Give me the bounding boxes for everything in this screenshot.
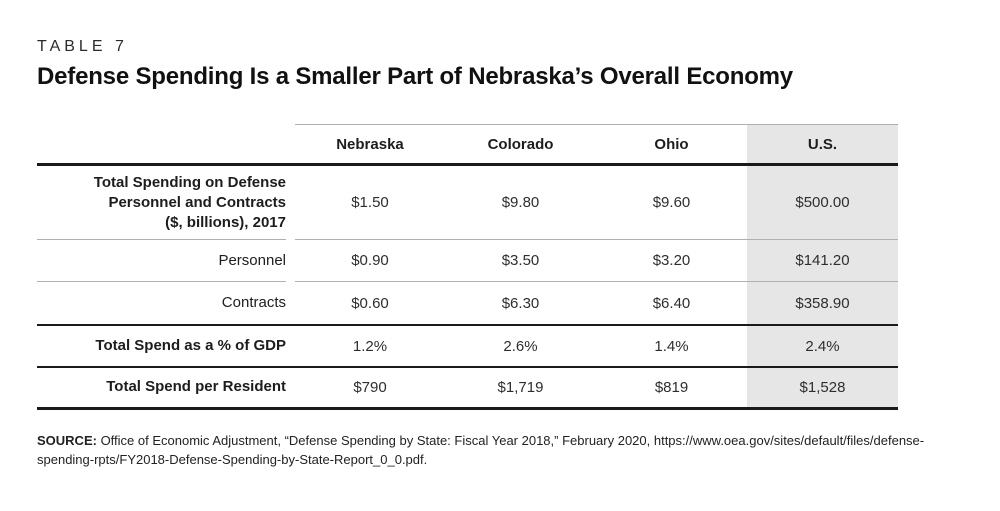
- cell-value-us: 2.4%: [747, 326, 898, 368]
- cell-value: $819: [596, 368, 747, 410]
- table-title: Defense Spending Is a Smaller Part of Ne…: [37, 63, 793, 90]
- cell-value-us: $141.20: [747, 240, 898, 282]
- table-row-percent-gdp: Total Spend as a % of GDP 1.2% 2.6% 1.4%…: [37, 326, 898, 368]
- column-header-us: U.S.: [747, 124, 898, 166]
- table-number-label: TABLE 7: [37, 38, 128, 55]
- cell-value: $6.30: [445, 282, 596, 326]
- source-note: SOURCE: Office of Economic Adjustment, “…: [37, 432, 949, 470]
- table-row-contracts: Contracts $0.60 $6.30 $6.40 $358.90: [37, 282, 898, 326]
- source-text: Office of Economic Adjustment, “Defense …: [37, 433, 925, 467]
- cell-value: $9.80: [445, 166, 596, 240]
- row-label-line: Total Spending on Defense: [93, 173, 286, 191]
- cell-value-us: $358.90: [747, 282, 898, 326]
- row-label-contracts: Contracts: [37, 282, 295, 326]
- cell-value: $0.90: [295, 240, 445, 282]
- column-header-nebraska: Nebraska: [295, 124, 445, 166]
- row-label-percent-gdp: Total Spend as a % of GDP: [37, 326, 295, 368]
- column-header-ohio: Ohio: [596, 124, 747, 166]
- defense-spending-table: Nebraska Colorado Ohio U.S. Total Spendi…: [37, 124, 898, 410]
- cell-value: 1.2%: [295, 326, 445, 368]
- cell-value: $790: [295, 368, 445, 410]
- source-label: SOURCE:: [37, 433, 97, 448]
- cell-value: $1.50: [295, 166, 445, 240]
- cell-value: $6.40: [596, 282, 747, 326]
- row-label-total-spending: Total Spending on Defense Personnel and …: [37, 166, 295, 240]
- cell-value: $3.50: [445, 240, 596, 282]
- header-row: Nebraska Colorado Ohio U.S.: [37, 124, 898, 166]
- cell-value-us: $500.00: [747, 166, 898, 240]
- cell-value: $1,719: [445, 368, 596, 410]
- table-row-personnel: Personnel $0.90 $3.50 $3.20 $141.20: [37, 240, 898, 282]
- cell-value: $3.20: [596, 240, 747, 282]
- cell-value: 1.4%: [596, 326, 747, 368]
- cell-value: $9.60: [596, 166, 747, 240]
- cell-value: $0.60: [295, 282, 445, 326]
- cell-value-us: $1,528: [747, 368, 898, 410]
- row-label-line: ($, billions), 2017: [165, 214, 286, 232]
- row-label-per-resident: Total Spend per Resident: [37, 368, 295, 410]
- row-label-personnel: Personnel: [37, 240, 295, 282]
- table-row-total-spending: Total Spending on Defense Personnel and …: [37, 166, 898, 240]
- empty-corner-cell: [37, 124, 295, 166]
- cell-value: 2.6%: [445, 326, 596, 368]
- table-row-per-resident: Total Spend per Resident $790 $1,719 $81…: [37, 368, 898, 410]
- row-label-line: Personnel and Contracts: [108, 193, 286, 211]
- column-header-colorado: Colorado: [445, 124, 596, 166]
